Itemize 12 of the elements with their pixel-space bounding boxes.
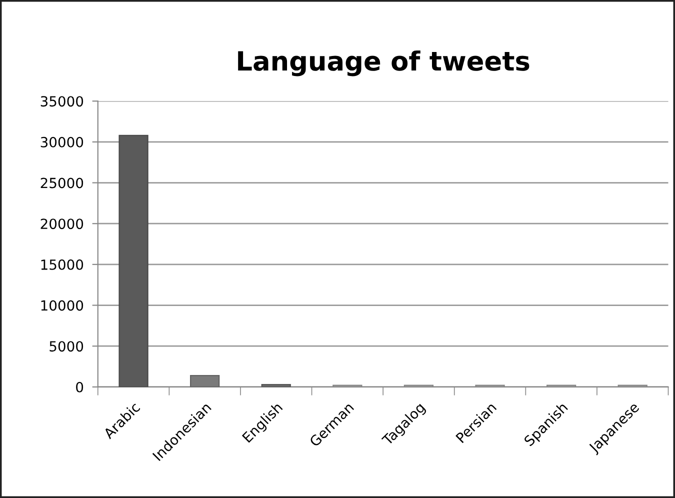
y-tick-label: 35000 bbox=[40, 96, 84, 107]
chart-title: Language of tweets bbox=[238, 50, 530, 76]
y-tick-label: 30000 bbox=[40, 136, 84, 148]
y-tick-label: 10000 bbox=[41, 300, 84, 311]
bar bbox=[118, 134, 148, 387]
y-tick-label: 0 bbox=[76, 382, 84, 392]
bar bbox=[261, 384, 291, 387]
y-tick-label: 15000 bbox=[41, 259, 84, 270]
y-tick-label: 5000 bbox=[50, 341, 84, 352]
y-tick-label: 25000 bbox=[40, 178, 84, 188]
y-tick-label: 20000 bbox=[40, 218, 84, 230]
bar bbox=[190, 374, 220, 387]
